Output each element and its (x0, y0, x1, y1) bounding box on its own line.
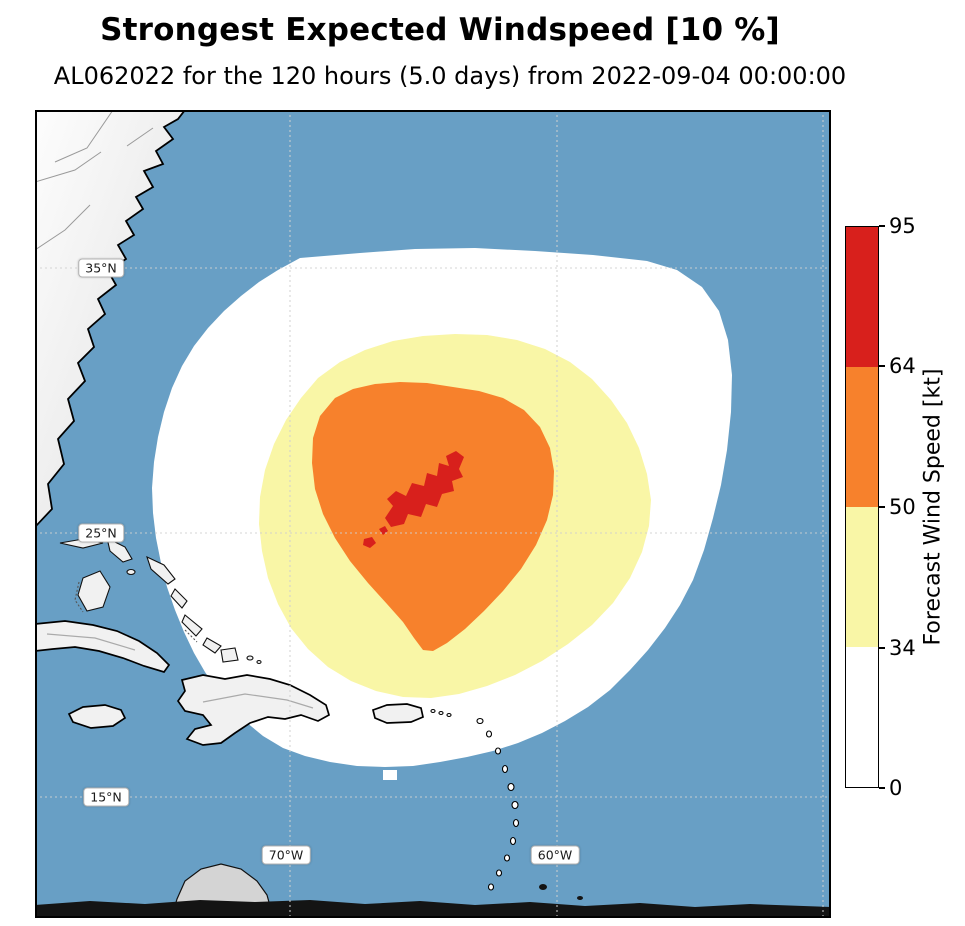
island-trinidad (539, 884, 547, 890)
islands-bahamas (59, 536, 262, 665)
coastline-band (35, 900, 831, 918)
island (512, 818, 520, 828)
shallow-bank-outline (74, 581, 198, 643)
contour-band-64-95-speck (363, 526, 388, 548)
island (256, 659, 262, 665)
island (476, 717, 484, 725)
colorbar-tick-mark (879, 225, 885, 227)
island (487, 883, 495, 891)
island (494, 747, 502, 755)
colorbar-tick-mark (879, 787, 885, 789)
gridline-label-25n: 25°N (78, 523, 124, 543)
island (77, 570, 111, 612)
colorbar-segment-0-34 (846, 647, 878, 787)
island-cuba (35, 620, 171, 673)
colorbar-tick-50: 50 (889, 495, 916, 519)
island-hispaniola (176, 674, 331, 746)
colorbar-tick-95: 95 (889, 214, 916, 238)
island (446, 712, 452, 718)
island (495, 869, 503, 877)
island (181, 614, 203, 637)
island (509, 836, 517, 846)
south-america-coast (35, 863, 831, 918)
map-canvas (35, 110, 831, 918)
colorbar-segment-50-64 (846, 367, 878, 507)
island (146, 555, 176, 585)
island (577, 896, 583, 900)
island (202, 637, 222, 654)
island (507, 782, 515, 792)
island (485, 730, 493, 738)
island-jamaica (67, 704, 127, 729)
islands-lesser-antilles (430, 708, 520, 891)
island (246, 655, 254, 661)
island-puerto-rico (371, 703, 424, 724)
figure-subtitle: AL062022 for the 120 hours (5.0 days) fr… (53, 62, 847, 90)
map-frame (35, 110, 831, 918)
relief-lines (46, 633, 314, 709)
colorbar (845, 226, 879, 788)
island (126, 568, 136, 576)
colorbar-tick-64: 64 (889, 354, 916, 378)
island (438, 710, 444, 716)
colorbar-segment-34-50 (846, 507, 878, 647)
colorbar-tick-mark (879, 506, 885, 508)
colorbar-axis-label: Forecast Wind Speed [kt] (920, 368, 946, 646)
island (511, 800, 519, 810)
gridline-label-35n: 35°N (78, 258, 124, 278)
island (106, 536, 133, 563)
island (501, 764, 509, 774)
contour-band-0-34-fragment (383, 770, 397, 780)
us-state-borders (35, 110, 154, 251)
map: 35°N 25°N 15°N 70°W 60°W (35, 110, 831, 918)
island (170, 588, 188, 609)
colorbar-tick-mark (879, 365, 885, 367)
colorbar-tick-34: 34 (889, 636, 916, 660)
contour-band-64-95 (385, 451, 464, 527)
island (430, 708, 436, 714)
gridline-label-70w: 70°W (261, 845, 311, 865)
island (220, 647, 239, 663)
gridline-label-60w: 60°W (530, 845, 580, 865)
page-title: Strongest Expected Windspeed [10 %] (100, 12, 780, 48)
gridline-label-15n: 15°N (83, 787, 129, 807)
colorbar-tick-0: 0 (889, 776, 903, 800)
colorbar-segment-64-95 (846, 227, 878, 367)
contour-band-50-64 (312, 382, 554, 651)
colorbar-tick-mark (879, 647, 885, 649)
islands-greater-antilles (35, 620, 424, 746)
island (503, 854, 511, 862)
